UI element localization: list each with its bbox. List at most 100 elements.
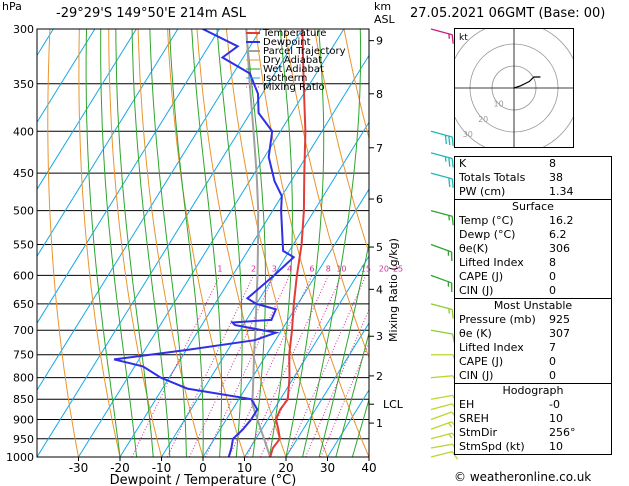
temperature-tick-label: 30 (320, 461, 335, 475)
wet-adiabat-line (216, 29, 243, 457)
pressure-tick-label: 600 (13, 269, 34, 282)
wet-adiabat-line (115, 29, 154, 457)
wet-adiabat-line (131, 29, 171, 457)
legend-entry: Dry Adiabat (263, 55, 322, 66)
wind-barb-staff (430, 303, 453, 311)
legend-entry: Wet Adiabat (263, 64, 324, 75)
indices-row: CIN (J) 0 (455, 284, 611, 298)
indices-row: StmSpd (kt) 10 (455, 440, 611, 454)
indices-value: 8 (549, 157, 556, 170)
legend-entry: Dewpoint (263, 37, 311, 48)
indices-row: θe (K) 307 (455, 327, 611, 341)
isotherm-line (0, 29, 12, 457)
wet-adiabat-line (302, 29, 362, 457)
isotherm-line (37, 29, 137, 191)
isotherm-line (161, 121, 369, 457)
datetime-title: 27.05.2021 06GMT (Base: 00) (410, 6, 606, 21)
isotherm-line (285, 322, 369, 457)
plot-area (0, 29, 369, 457)
mixing-ratio-line (131, 275, 221, 457)
wind-barb-staff (430, 28, 453, 36)
indices-label: CIN (J) (459, 284, 494, 297)
indices-row: PW (cm) 1.34 (455, 185, 611, 199)
indices-row: Lifted Index 8 (455, 256, 611, 270)
wet-adiabat-line (335, 331, 369, 457)
indices-label: CAPE (J) (459, 355, 504, 368)
wind-barb-staff (430, 375, 453, 379)
indices-value: 307 (549, 327, 570, 340)
wind-barb-staff (430, 403, 453, 411)
mixing-ratio-line (205, 275, 291, 457)
wind-barb-staff (430, 152, 453, 160)
mixing-ratio-label: 10 (336, 264, 346, 273)
wind-barb-flag (444, 135, 448, 145)
wind-barb-flag (451, 216, 454, 226)
indices-label: PW (cm) (459, 185, 506, 198)
indices-section-title: Surface (512, 200, 554, 213)
hodograph-ring-label: 10 (494, 99, 504, 108)
height-tick-label: 7 (376, 142, 383, 155)
indices-value: 925 (549, 313, 570, 326)
indices-value: -0 (549, 398, 560, 411)
indices-label: CIN (J) (459, 369, 494, 382)
mixing-ratio-label: 8 (326, 264, 331, 273)
wind-barb-flag (451, 158, 454, 168)
wind-barb (430, 172, 454, 188)
hodograph-ring-label: 20 (478, 115, 488, 124)
wet-adiabat-line (149, 29, 187, 457)
wet-adiabat-line (318, 241, 369, 457)
indices-label: SREH (459, 412, 489, 425)
indices-value: 8 (549, 256, 556, 269)
wind-barb-flag (448, 433, 453, 439)
indices-label: EH (459, 398, 475, 411)
isotherm-line (37, 29, 179, 258)
wind-barb-staff (430, 209, 453, 217)
pressure-tick-label: 550 (13, 238, 34, 251)
mixing-ratio-line (166, 275, 254, 457)
indices-row: EH -0 (455, 398, 611, 412)
temperature-tick-label: -10 (152, 461, 172, 475)
wind-barb (430, 451, 459, 460)
indices-label: Temp (°C) (459, 214, 514, 227)
indices-section-title: Hodograph (502, 384, 564, 397)
dry-adiabat-line (284, 29, 369, 359)
pressure-tick-label: 1000 (6, 451, 34, 464)
indices-label: θe(K) (459, 242, 489, 255)
indices-value: 1.34 (549, 185, 574, 198)
location-title: -29°29'S 149°50'E 214m ASL (56, 6, 247, 21)
wind-barb-flag (448, 157, 451, 167)
legend-entry: Temperature (262, 28, 326, 39)
wet-adiabat-line (169, 29, 204, 457)
height-tick-label: 9 (376, 35, 383, 48)
height-unit-label: km (374, 0, 392, 13)
wind-barb (430, 274, 453, 292)
mixing-ratio-label: 4 (287, 264, 292, 273)
wind-barb-staff (430, 432, 453, 440)
indices-value: 0 (549, 284, 556, 297)
indices-value: 6.2 (549, 228, 567, 241)
wet-adiabat-line (85, 29, 121, 457)
indices-row: CAPE (J) 0 (455, 355, 611, 369)
hodograph-svg: kt 10 20 30 (447, 21, 581, 155)
wind-barb (430, 152, 454, 168)
indices-row: Totals Totals 38 (455, 171, 611, 185)
indices-value: 0 (549, 270, 556, 283)
temperature-tick-label: 40 (361, 461, 376, 475)
indices-row: θe(K) 306 (455, 242, 611, 256)
wind-barb (430, 209, 454, 226)
pressure-tick-label: 900 (13, 414, 34, 427)
pressure-tick-label: 450 (13, 167, 34, 180)
wind-barb-flag (451, 451, 459, 460)
height-tick-label: 6 (376, 193, 383, 206)
wind-barb-flag (451, 34, 454, 44)
height-unit-label-asl: ASL (374, 13, 395, 26)
height-tick-label: 8 (376, 88, 383, 101)
indices-label: Pressure (mb) (459, 313, 536, 326)
pressure-tick-label: 400 (13, 125, 34, 138)
wind-barb-flag (447, 422, 453, 428)
mixing-ratio-label: 6 (309, 264, 314, 273)
indices-value: 38 (549, 171, 563, 184)
indices-value: 0 (549, 369, 556, 382)
